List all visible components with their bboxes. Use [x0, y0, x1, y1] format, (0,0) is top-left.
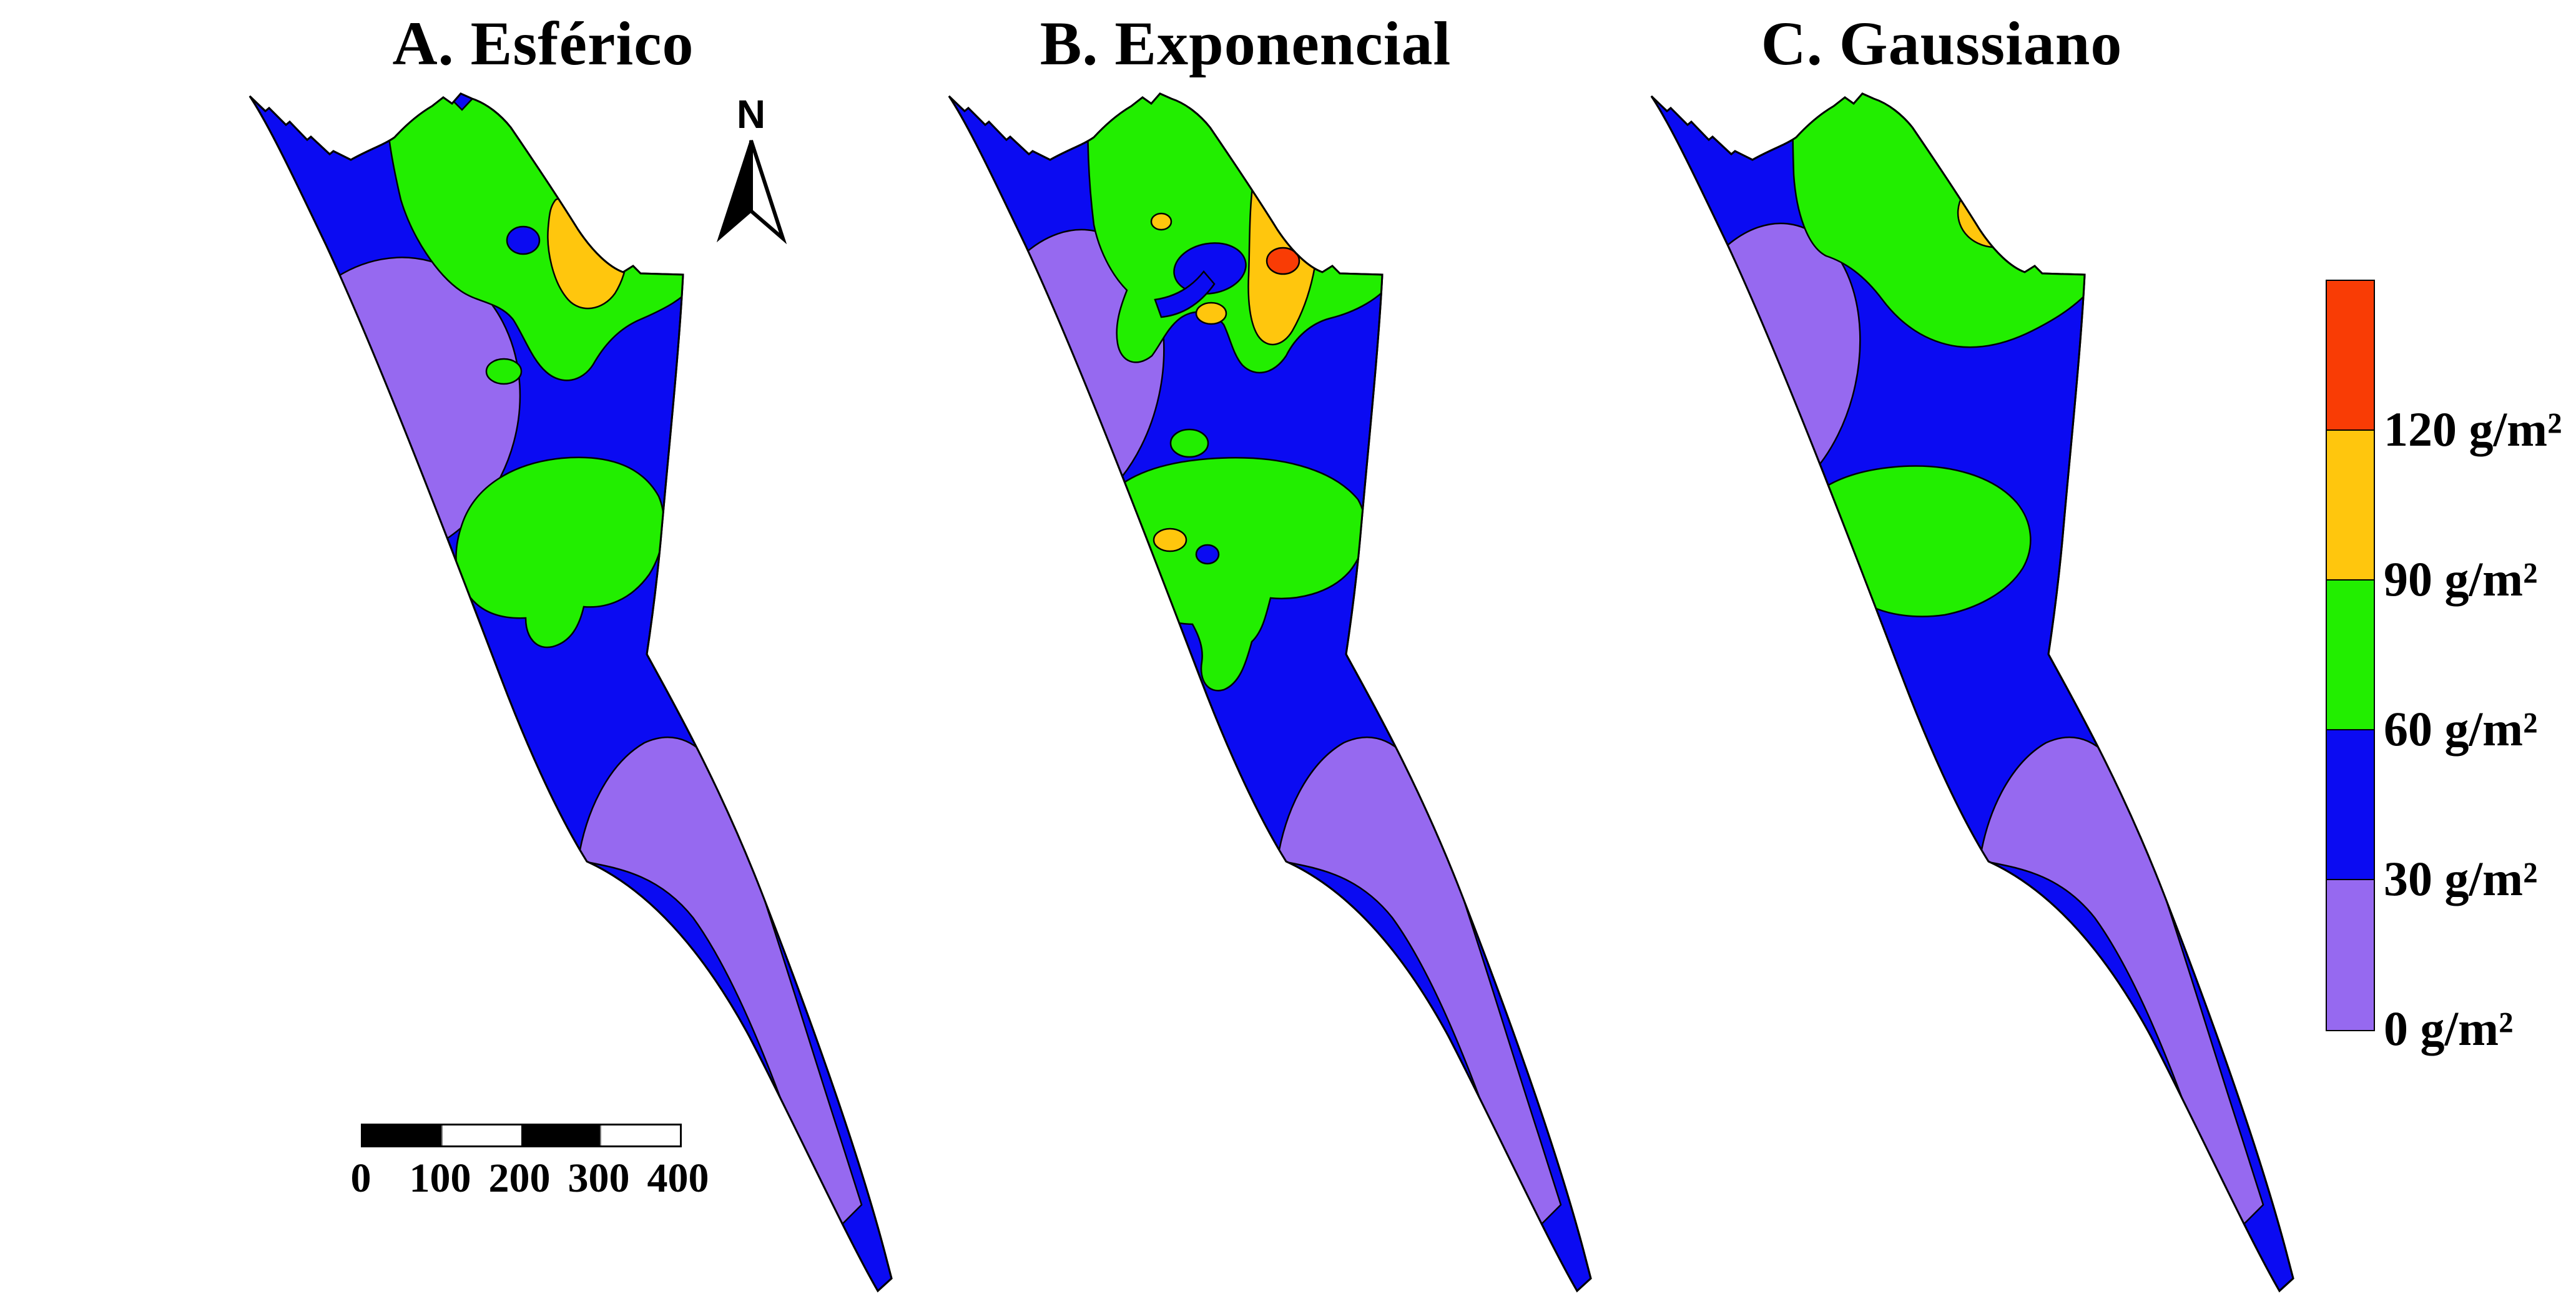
zone-verylow-tail	[1276, 737, 1562, 1241]
scale-tick: 300	[568, 1155, 630, 1201]
edge-notch-north	[1880, 94, 1917, 107]
scale-segment	[441, 1125, 521, 1145]
zone-verylow-tail	[577, 737, 863, 1241]
bay-low-in-green	[1173, 242, 1247, 295]
north-label: N	[737, 92, 765, 137]
scale-tick: 200	[488, 1155, 551, 1201]
north-arrow-right-half	[749, 140, 787, 245]
scale-tick: 0	[350, 1155, 371, 1201]
scale-segment	[363, 1125, 441, 1145]
legend-label-120: 120 g/m²	[2384, 402, 2562, 456]
map-esferico	[248, 92, 893, 1292]
spot-high-lower	[1195, 302, 1227, 325]
map-gaussiano	[1650, 92, 2294, 1292]
scale-segment	[521, 1125, 600, 1145]
spot-low-in-green	[506, 225, 541, 255]
zone-verylow-tail	[1979, 737, 2264, 1241]
north-arrow-left-half	[716, 140, 752, 243]
legend-label-0: 0 g/m²	[2384, 1001, 2514, 1056]
scale-bar	[361, 1124, 682, 1147]
panel-title-exponencial: B. Exponencial	[1040, 9, 1452, 78]
bay-channel	[1154, 270, 1216, 318]
legend-swatch-low	[2327, 730, 2374, 880]
scale-tick: 400	[647, 1155, 709, 1201]
legend-label-60: 60 g/m²	[2384, 702, 2538, 756]
panel-title-gaussiano: C. Gaussiano	[1761, 9, 2123, 78]
scale-tick: 100	[409, 1155, 471, 1201]
spot-medium-center	[1169, 428, 1209, 458]
scale-labels: 0 100 200 300 400	[351, 1154, 709, 1210]
legend-swatch-high	[2327, 431, 2374, 581]
spot-high-small	[1150, 212, 1172, 231]
map-exponencial	[948, 92, 1592, 1292]
legend-label-30: 30 g/m²	[2384, 851, 2538, 906]
scale-segment	[600, 1125, 680, 1145]
panel-title-esferico: A. Esférico	[392, 9, 694, 78]
spot-medium-center	[485, 358, 523, 385]
spot-low-in-center	[1195, 544, 1220, 565]
spot-veryhigh-core	[1266, 247, 1300, 275]
spot-high-in-center	[1153, 527, 1187, 552]
legend-label-90: 90 g/m²	[2384, 552, 2538, 606]
north-arrow: N	[716, 92, 787, 245]
zone-medium-center	[455, 456, 665, 649]
legend-swatch-medium	[2327, 581, 2374, 730]
legend-color-bar	[2326, 280, 2375, 1031]
legend-swatch-verylow	[2327, 880, 2374, 1030]
legend-swatch-veryhigh	[2327, 281, 2374, 431]
